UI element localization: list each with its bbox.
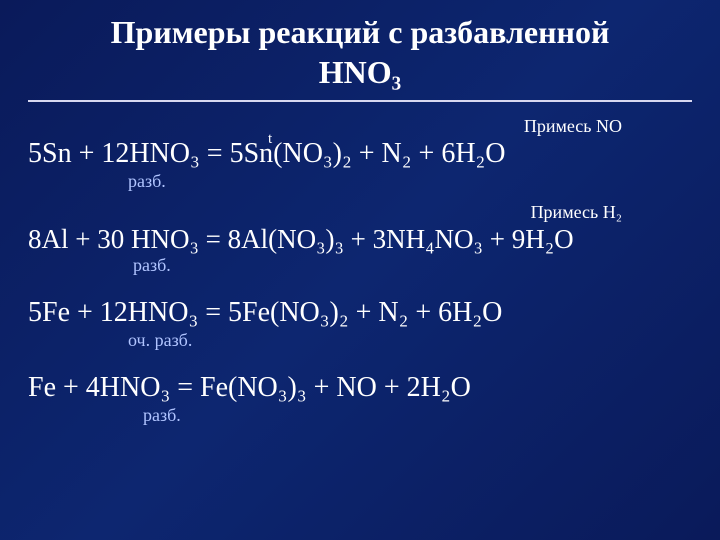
annotation-razb-1: разб. bbox=[28, 171, 692, 192]
title-block: Примеры реакций с разбавленной HNO₃ bbox=[28, 12, 692, 92]
title-line-2: HNO₃ bbox=[28, 52, 692, 92]
equation-block-3: 5Fe + 12HNO₃ = 5Fe(NO₃)₂ + N₂ + 6H₂O оч.… bbox=[28, 294, 692, 351]
equation-3: 5Fe + 12HNO₃ = 5Fe(NO₃)₂ + N₂ + 6H₂O bbox=[28, 294, 692, 332]
equation-4: Fe + 4HNO₃ = Fe(NO₃)₃ + NO + 2H₂O bbox=[28, 369, 692, 407]
slide-container: Примеры реакций с разбавленной HNO₃ Прим… bbox=[0, 0, 720, 448]
annotation-razb-4: разб. bbox=[28, 405, 692, 426]
equation-1-text: 5Sn + 12HNO₃ = 5Sn(NO₃)₂ + N₂ + 6H₂O bbox=[28, 138, 506, 169]
equation-block-4: Fe + 4HNO₃ = Fe(NO₃)₃ + NO + 2H₂O разб. bbox=[28, 369, 692, 426]
equation-block-1: Примесь NO 5Sn + 12HNO₃ = 5Sn(NO₃)₂ + N₂… bbox=[28, 116, 692, 192]
annotation-impurity-h2: Примесь H₂ bbox=[28, 202, 692, 223]
equation-2: 8Al + 30 HNO₃ = 8Al(NO₃)₃ + 3NH₄NO₃ + 9H… bbox=[28, 221, 692, 257]
title-underline bbox=[28, 100, 692, 102]
annotation-razb-2: разб. bbox=[28, 255, 692, 276]
equation-block-2: Примесь H₂ 8Al + 30 HNO₃ = 8Al(NO₃)₃ + 3… bbox=[28, 202, 692, 276]
annotation-impurity-no: Примесь NO bbox=[28, 116, 692, 137]
equation-1: 5Sn + 12HNO₃ = 5Sn(NO₃)₂ + N₂ + 6H₂O t bbox=[28, 135, 692, 173]
tau-annotation: t bbox=[268, 129, 272, 149]
annotation-och-razb: оч. разб. bbox=[28, 330, 692, 351]
title-line-1: Примеры реакций с разбавленной bbox=[28, 12, 692, 52]
